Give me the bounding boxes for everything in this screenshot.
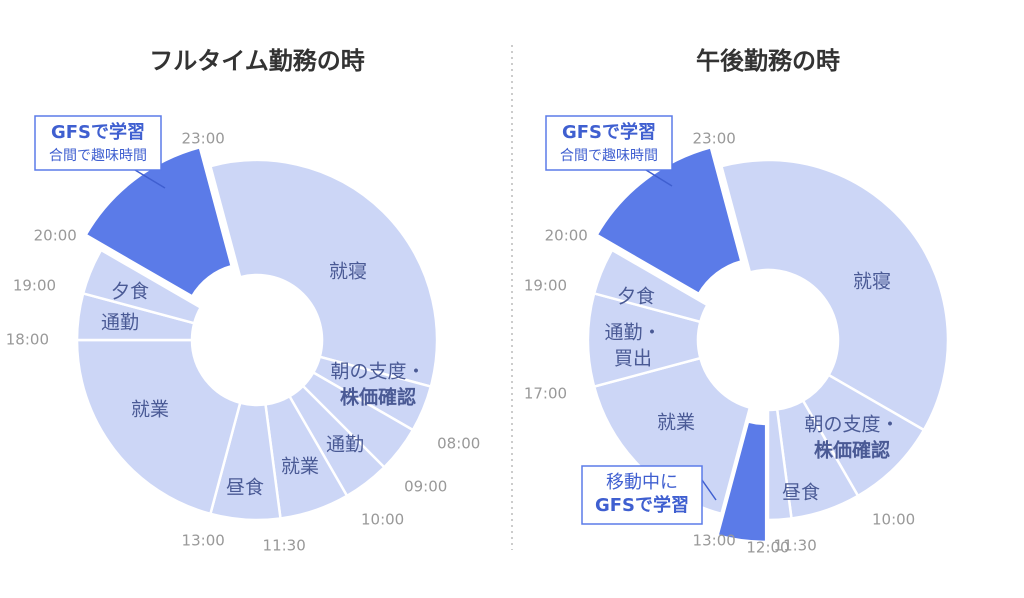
segment-label: 就寝	[329, 261, 367, 283]
segment-label: 買出	[614, 348, 652, 370]
segment-label: 通勤	[101, 312, 139, 334]
callout-text: 合間で趣味時間	[49, 148, 147, 164]
segment	[83, 145, 234, 299]
callout-line	[701, 479, 717, 501]
tick-label: 08:00	[437, 435, 480, 453]
tick-label: 18:00	[6, 331, 49, 349]
callout-box	[545, 115, 673, 171]
callout-line	[134, 169, 166, 189]
tick-label: 10:00	[361, 511, 404, 529]
segment-label: 夕食	[111, 281, 149, 303]
callout-box	[34, 115, 162, 171]
callout-box	[581, 465, 703, 525]
segment	[594, 145, 743, 296]
callout-text: GFSで学習	[51, 121, 145, 143]
segment-label: 就業	[131, 399, 169, 421]
tick-label: 20:00	[34, 227, 77, 245]
callout-line	[645, 169, 673, 187]
segment-label: 就業	[657, 412, 695, 434]
segment	[592, 248, 710, 324]
tick-label: 20:00	[545, 227, 588, 245]
callout-text: 合間で趣味時間	[560, 148, 658, 164]
tick-label: 09:00	[404, 478, 447, 496]
tick-label: 12:00	[746, 539, 789, 557]
segment-label: 通勤	[326, 434, 364, 456]
segment-label: 就業	[281, 456, 319, 478]
callout-text: GFSで学習	[595, 494, 689, 516]
callout-text: GFSで学習	[562, 121, 656, 143]
tick-label: 23:00	[182, 130, 225, 148]
segment	[715, 419, 768, 544]
segment-label: 朝の支度・	[804, 414, 899, 436]
tick-label: 19:00	[524, 277, 567, 295]
segment-label: 就寝	[853, 271, 891, 293]
chart-title: フルタイム勤務の時	[149, 47, 365, 75]
tick-label: 13:00	[693, 531, 736, 549]
tick-label: 10:00	[872, 511, 915, 529]
tick-label: 17:00	[524, 384, 567, 402]
segment-label: 昼食	[782, 482, 820, 504]
segment-label: 朝の支度・	[330, 361, 425, 383]
tick-label: 13:00	[182, 531, 225, 549]
segment	[719, 158, 950, 432]
chart-title: 午後勤務の時	[696, 47, 840, 75]
segment-label: 株価確認	[814, 439, 890, 462]
tick-label: 11:30	[263, 537, 306, 555]
segment	[75, 338, 242, 516]
tick-label: 19:00	[13, 277, 56, 295]
segment-label: 通勤・	[604, 322, 661, 344]
callout-text: 移動中に	[606, 472, 678, 493]
segment-label: 株価確認	[340, 386, 416, 409]
segment	[208, 158, 439, 389]
segment	[766, 407, 793, 522]
segment	[81, 248, 203, 325]
segment-label: 昼食	[226, 477, 264, 499]
segment-label: 夕食	[617, 286, 655, 308]
tick-label: 23:00	[693, 130, 736, 148]
tick-label: 11:30	[774, 537, 817, 555]
